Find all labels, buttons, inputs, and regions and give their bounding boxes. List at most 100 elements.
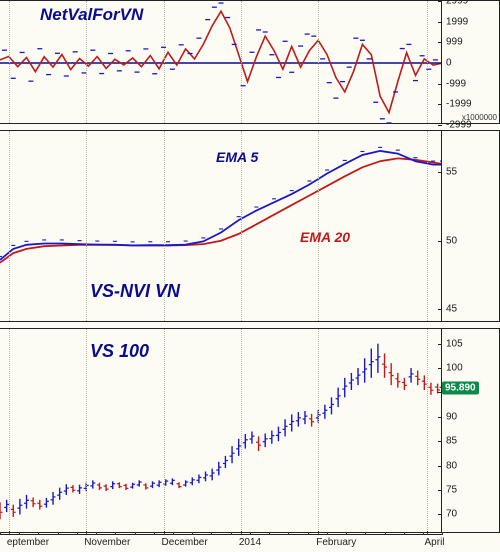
gridline: [9, 1, 10, 123]
ytick-label: 2999: [446, 0, 468, 7]
ytick-label: 90: [446, 411, 457, 422]
xtick-minor: [58, 532, 59, 535]
panel2-panel: VS-NVI VN EMA 5 EMA 20 555045: [0, 130, 500, 322]
gridline: [427, 329, 428, 532]
ytick-mark: [438, 172, 442, 173]
xtick-major: [164, 531, 165, 535]
panel3-plot: VS 100: [0, 329, 442, 532]
x-axis: eptember November December 2014 February Apri…: [0, 534, 442, 552]
xtick-major: [318, 531, 319, 535]
panel3-panel: VS 10010510095908580757095.890: [0, 328, 500, 533]
xtick-label: eptember: [7, 537, 49, 548]
xtick-minor: [77, 532, 78, 535]
ytick-label: 999: [446, 37, 463, 48]
ytick-label: 85: [446, 436, 457, 447]
gridline: [9, 131, 10, 321]
ytick-mark: [438, 22, 442, 23]
panel1-panel: NetValForVN299919999990-999-1999-2999x10…: [0, 0, 500, 124]
ema20-label: EMA 20: [300, 229, 350, 245]
ytick-mark: [438, 466, 442, 467]
gridline: [164, 329, 165, 532]
panel3-title: VS 100: [90, 341, 149, 362]
xtick-minor: [192, 532, 193, 535]
panel2-plot: VS-NVI VN EMA 5 EMA 20: [0, 131, 442, 321]
xtick-minor: [346, 532, 347, 535]
ytick-label: 55: [446, 167, 457, 178]
xtick-major: [9, 531, 10, 535]
xtick-major: [86, 531, 87, 535]
ytick-mark: [438, 344, 442, 345]
xtick-label: 2014: [239, 537, 261, 548]
ytick-label: 75: [446, 485, 457, 496]
panel3-yaxis: 10510095908580757095.890: [441, 329, 499, 532]
ytick-label: 1999: [446, 16, 468, 27]
xtick-label: November: [84, 537, 130, 548]
xtick-label: February: [316, 537, 356, 548]
ytick-label: 0: [446, 58, 452, 69]
panel1-yaxis: 299919999990-999-1999-2999x1000000: [441, 1, 499, 123]
chart-container: NetValForVN299919999990-999-1999-2999x10…: [0, 0, 500, 552]
xtick-minor: [211, 532, 212, 535]
ytick-mark: [438, 125, 442, 126]
ytick-label: 100: [446, 363, 463, 374]
ytick-mark: [438, 490, 442, 491]
price-flag: 95.890: [442, 382, 479, 395]
xtick-minor: [250, 532, 251, 535]
panel2-yaxis: 555045: [441, 131, 499, 321]
xtick-minor: [0, 532, 1, 535]
xtick-minor: [288, 532, 289, 535]
ytick-label: 80: [446, 460, 457, 471]
panel1-unit: x1000000: [462, 113, 497, 122]
xtick-minor: [327, 532, 328, 535]
ytick-label: 105: [446, 338, 463, 349]
gridline: [427, 131, 428, 321]
ytick-label: 45: [446, 304, 457, 315]
xtick-minor: [154, 532, 155, 535]
ytick-mark: [438, 84, 442, 85]
gridline: [318, 329, 319, 532]
ytick-mark: [438, 241, 442, 242]
gridline: [318, 131, 319, 321]
xtick-minor: [19, 532, 20, 535]
ytick-mark: [438, 441, 442, 442]
xtick-major: [241, 531, 242, 535]
xtick-minor: [423, 532, 424, 535]
xtick-label: April: [425, 537, 445, 548]
gridline: [9, 329, 10, 532]
ytick-label: -999: [446, 78, 466, 89]
panel1-plot: NetValForVN: [0, 1, 442, 123]
xtick-minor: [365, 532, 366, 535]
xtick-minor: [308, 532, 309, 535]
panel1-title: NetValForVN: [40, 5, 143, 25]
xtick-minor: [115, 532, 116, 535]
xtick-minor: [96, 532, 97, 535]
xtick-minor: [135, 532, 136, 535]
gridline: [318, 1, 319, 123]
ytick-mark: [438, 309, 442, 310]
ytick-mark: [438, 42, 442, 43]
ytick-mark: [438, 104, 442, 105]
gridline: [86, 329, 87, 532]
ytick-mark: [438, 417, 442, 418]
ytick-mark: [438, 1, 442, 2]
gridline: [427, 1, 428, 123]
gridline: [86, 131, 87, 321]
xtick-minor: [269, 532, 270, 535]
gridline: [164, 1, 165, 123]
xtick-minor: [385, 532, 386, 535]
ytick-mark: [438, 514, 442, 515]
ytick-mark: [438, 63, 442, 64]
ytick-mark: [438, 368, 442, 369]
panel2-title: VS-NVI VN: [90, 281, 180, 302]
xtick-label: December: [162, 537, 208, 548]
xtick-minor: [442, 532, 443, 535]
xtick-minor: [404, 532, 405, 535]
gridline: [241, 329, 242, 532]
ema5-label: EMA 5: [216, 149, 258, 165]
xtick-minor: [38, 532, 39, 535]
ytick-label: 70: [446, 509, 457, 520]
xtick-minor: [231, 532, 232, 535]
ytick-label: -1999: [446, 99, 472, 110]
xtick-major: [427, 531, 428, 535]
gridline: [241, 1, 242, 123]
